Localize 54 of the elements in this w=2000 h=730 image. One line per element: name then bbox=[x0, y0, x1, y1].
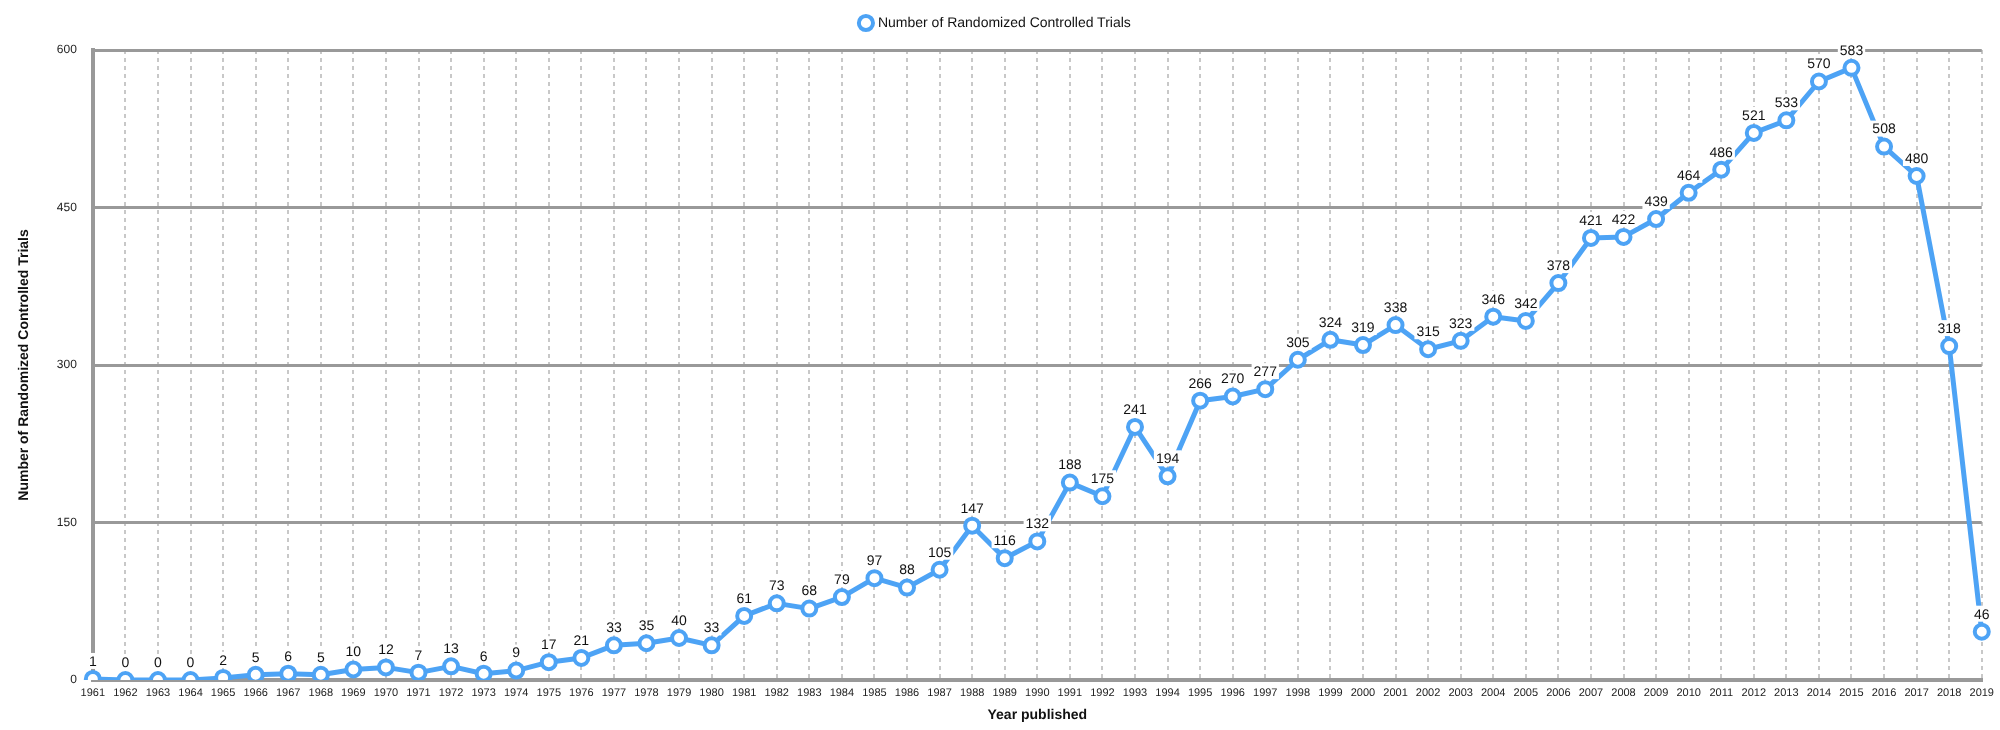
point bbox=[376, 658, 395, 677]
point bbox=[898, 578, 917, 597]
point bbox=[1419, 340, 1438, 359]
point bbox=[1972, 622, 1991, 641]
point bbox=[767, 594, 786, 613]
point bbox=[1386, 316, 1405, 335]
point bbox=[1191, 391, 1210, 410]
point bbox=[670, 629, 689, 647]
point bbox=[409, 663, 428, 680]
point bbox=[344, 660, 363, 679]
point bbox=[1777, 111, 1796, 130]
point bbox=[637, 634, 656, 653]
point bbox=[1288, 350, 1307, 369]
point bbox=[1451, 331, 1470, 350]
point bbox=[1614, 227, 1633, 246]
point bbox=[865, 569, 884, 588]
point bbox=[279, 664, 298, 680]
point bbox=[1126, 417, 1144, 436]
point bbox=[1484, 307, 1503, 326]
point bbox=[507, 661, 526, 680]
point bbox=[1647, 210, 1666, 229]
point bbox=[832, 588, 851, 607]
point bbox=[963, 516, 982, 535]
point bbox=[539, 653, 558, 672]
point bbox=[1516, 311, 1535, 330]
point bbox=[1744, 123, 1763, 142]
point bbox=[1028, 532, 1047, 551]
point bbox=[735, 606, 754, 625]
point bbox=[1321, 330, 1340, 349]
point bbox=[1712, 160, 1731, 179]
point bbox=[442, 657, 461, 676]
point bbox=[1809, 72, 1828, 91]
point bbox=[1549, 274, 1568, 293]
point bbox=[995, 549, 1014, 568]
point bbox=[1158, 467, 1177, 486]
point bbox=[604, 636, 623, 655]
point bbox=[702, 636, 721, 655]
point bbox=[1842, 58, 1861, 77]
point bbox=[1223, 387, 1242, 406]
point bbox=[1875, 137, 1894, 156]
point bbox=[311, 665, 330, 680]
point bbox=[246, 665, 265, 680]
point bbox=[1679, 183, 1698, 202]
point bbox=[800, 599, 819, 618]
point bbox=[1353, 336, 1372, 355]
point bbox=[1940, 337, 1959, 356]
point bbox=[1907, 167, 1926, 185]
point bbox=[1060, 473, 1079, 492]
point bbox=[474, 664, 493, 680]
point bbox=[1581, 228, 1600, 247]
point bbox=[1256, 380, 1275, 399]
point bbox=[930, 560, 949, 579]
point bbox=[572, 648, 591, 667]
point bbox=[1093, 487, 1112, 506]
